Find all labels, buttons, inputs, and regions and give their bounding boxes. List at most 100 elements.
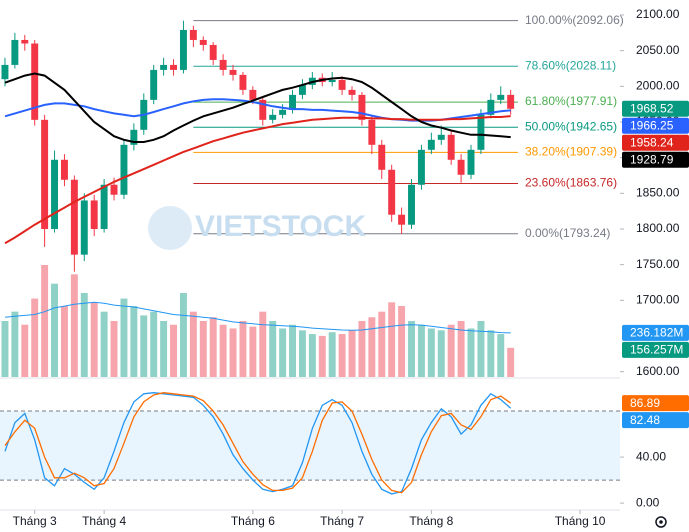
- candle-body: [358, 94, 366, 120]
- volume-bar: [457, 321, 465, 377]
- value-tag-label: 1966.25: [630, 118, 674, 132]
- value-tag: [622, 395, 689, 412]
- volume-bar: [427, 328, 435, 377]
- volume-bar: [289, 324, 296, 377]
- fib-label: 78.60%(2028.11): [525, 58, 616, 72]
- volume-bar: [477, 321, 485, 377]
- candle-body: [368, 119, 376, 145]
- value-tag: [622, 324, 689, 341]
- volume-bar: [160, 321, 168, 377]
- volume-bar: [140, 315, 148, 377]
- volume-bar: [170, 324, 177, 377]
- fib-label: 23.60%(1863.76): [525, 176, 617, 190]
- volume-bar: [388, 302, 396, 377]
- volume-bar: [239, 321, 247, 377]
- value-tag: [622, 412, 689, 429]
- settings-gear-center[interactable]: [659, 520, 663, 524]
- volume-bar: [11, 311, 19, 377]
- value-tag-label: 1958.24: [630, 135, 674, 149]
- volume-bar: [90, 302, 98, 377]
- volume-bar: [70, 274, 78, 377]
- value-tag: [622, 151, 689, 168]
- candle-body: [417, 149, 425, 185]
- candle-body: [21, 39, 29, 44]
- candle-body: [11, 39, 19, 65]
- y-tick-label: 1850.00: [636, 185, 680, 199]
- candle-body: [150, 69, 158, 100]
- settings-gear[interactable]: [655, 516, 667, 528]
- volume-bar: [130, 306, 138, 377]
- fib-label: 50.00%(1942.65): [525, 119, 617, 133]
- volume-bar: [328, 332, 336, 377]
- volume-bar: [189, 311, 197, 377]
- x-tick-label: Tháng 4: [82, 514, 126, 528]
- candle-body: [229, 69, 237, 75]
- volume-ma-line: [4, 301, 511, 334]
- watermark-text: VIETSTOCK: [195, 210, 366, 243]
- volume-bar: [31, 298, 39, 377]
- watermark: VIETSTOCK: [148, 206, 366, 250]
- volume-bar: [497, 334, 505, 377]
- volume-bar: [229, 328, 237, 377]
- candle-body: [100, 184, 108, 229]
- candle-body: [120, 144, 128, 195]
- x-tick-label: Tháng 8: [409, 514, 453, 528]
- x-tick-label: Tháng 3: [13, 514, 57, 528]
- fib-label: 61.80%(1977.91): [525, 94, 617, 108]
- candle-body: [70, 179, 78, 255]
- y-tick-label: 1800.00: [636, 221, 680, 235]
- candle-body: [427, 139, 435, 150]
- candle-body: [110, 184, 118, 195]
- y-tick-label: 1750.00: [636, 257, 680, 271]
- candle-body: [259, 99, 267, 120]
- volume-bar: [318, 335, 326, 377]
- volume-bar: [219, 324, 227, 377]
- candle-body: [507, 94, 515, 109]
- y-tick-label: 2050.00: [636, 43, 680, 57]
- candle-body: [160, 64, 168, 70]
- moving-average-line: [4, 115, 511, 245]
- volume-bar: [100, 311, 108, 377]
- volume-bar: [51, 283, 59, 377]
- y-tick-label: 1600.00: [636, 364, 680, 378]
- volume-bar: [80, 293, 88, 377]
- volume-bar: [269, 321, 277, 377]
- candle-body: [328, 79, 336, 83]
- candle-body: [398, 214, 406, 225]
- candle-body: [51, 159, 59, 229]
- y-tick-label: 2000.00: [636, 78, 680, 92]
- volume-bar: [209, 317, 217, 377]
- value-tag: [622, 341, 689, 358]
- volume-bar: [249, 326, 257, 377]
- volume-bar: [1, 321, 9, 377]
- candle-body: [477, 114, 485, 150]
- candle-body: [1, 64, 9, 80]
- value-tag-label: 236.182M: [630, 326, 683, 340]
- candle-body: [279, 109, 287, 115]
- volume-bar: [368, 317, 376, 377]
- candle-body: [348, 89, 356, 95]
- candle-body: [209, 44, 217, 60]
- candle-body: [239, 74, 247, 90]
- candle-body: [298, 84, 306, 95]
- volume-bar: [298, 330, 306, 377]
- value-tag-label: 1928.79: [630, 152, 674, 166]
- stochastic-k-line: [4, 392, 512, 495]
- candle-body: [170, 64, 177, 70]
- candle-body: [90, 200, 98, 229]
- value-tag-label: 156.257M: [630, 343, 683, 357]
- x-tick-label: Tháng 7: [320, 514, 364, 528]
- fib-label: 100.00%(2092.06): [525, 13, 624, 27]
- candle-body: [249, 89, 257, 100]
- volume-bar: [338, 334, 346, 377]
- candle-body: [130, 129, 138, 145]
- moving-average-line: [4, 72, 511, 143]
- candle-body: [487, 99, 495, 115]
- fib-label: 0.00%(1793.24): [525, 226, 610, 240]
- volume-bar: [120, 298, 128, 377]
- settings-icon[interactable]: [655, 516, 667, 528]
- candle-body: [388, 169, 396, 215]
- y-tick-label: 2100.00: [636, 7, 680, 21]
- volume-bar: [179, 293, 187, 377]
- candle-body: [408, 184, 415, 225]
